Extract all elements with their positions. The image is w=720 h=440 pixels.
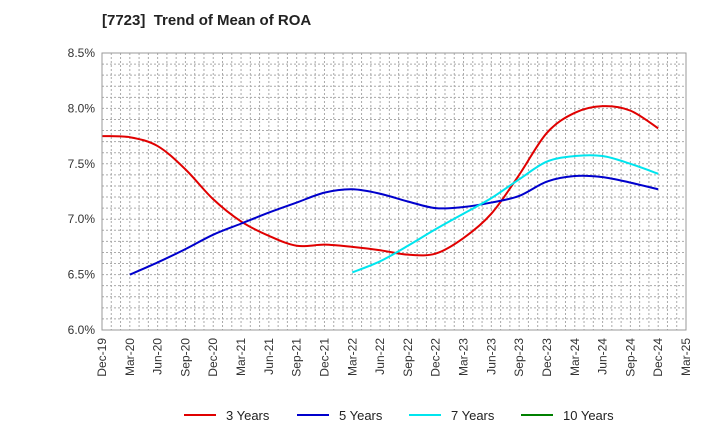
legend-label-3-years: 3 Years bbox=[226, 407, 270, 423]
y-tick-label: 7.0% bbox=[68, 212, 96, 226]
x-tick-label: Sep-23 bbox=[512, 338, 526, 377]
x-tick-label: Sep-21 bbox=[290, 338, 304, 377]
x-tick-label: Jun-20 bbox=[151, 338, 165, 375]
x-tick-label: Dec-19 bbox=[95, 338, 109, 377]
line-chart: 6.0% 6.5% 7.0% 7.5% 8.0% 8.5% Dec-19 Mar-20 Jun-… bbox=[68, 46, 693, 377]
legend-label-10-years: 10 Years bbox=[563, 407, 614, 423]
y-tick-label: 7.5% bbox=[68, 157, 96, 171]
x-tick-label: Jun-23 bbox=[484, 338, 498, 375]
x-tick-label: Dec-20 bbox=[206, 338, 220, 377]
x-tick-label: Dec-24 bbox=[651, 338, 665, 377]
series-group bbox=[101, 105, 659, 276]
legend-item-3-years: 3 Years bbox=[184, 404, 269, 426]
legend-item-10-years: 10 Years bbox=[521, 404, 614, 426]
x-tick-label: Mar-25 bbox=[679, 338, 693, 376]
legend-item-7-years: 7 Years bbox=[409, 404, 494, 426]
y-tick-label: 6.5% bbox=[68, 268, 96, 282]
legend-item-5-years: 5 Years bbox=[297, 404, 382, 426]
x-tick-label: Jun-22 bbox=[373, 338, 387, 375]
x-tick-label: Mar-24 bbox=[568, 338, 582, 376]
x-tick-label: Mar-23 bbox=[457, 338, 471, 376]
x-tick-label: Dec-22 bbox=[429, 338, 443, 377]
y-tick-label: 8.5% bbox=[68, 46, 96, 60]
legend-label-5-years: 5 Years bbox=[339, 407, 383, 423]
plot-area bbox=[101, 52, 687, 331]
x-tick-label: Mar-21 bbox=[234, 338, 248, 376]
axes: 6.0% 6.5% 7.0% 7.5% 8.0% 8.5% Dec-19 Mar-20 Jun-… bbox=[68, 46, 693, 377]
legend-label-7-years: 7 Years bbox=[451, 407, 495, 423]
series-line-3-years bbox=[101, 105, 659, 257]
x-tick-label: Dec-23 bbox=[540, 338, 554, 377]
x-tick-label: Jun-21 bbox=[262, 338, 276, 375]
x-tick-label: Sep-22 bbox=[401, 338, 415, 377]
legend-swatch-10-years bbox=[521, 414, 553, 416]
legend: 3 Years 5 Years 7 Years 10 Years bbox=[0, 404, 720, 426]
legend-swatch-5-years bbox=[297, 414, 329, 416]
x-tick-label: Jun-24 bbox=[596, 338, 610, 375]
x-tick-label: Sep-24 bbox=[623, 338, 637, 377]
grid bbox=[102, 53, 686, 330]
chart-title: [7723] Trend of Mean of ROA bbox=[102, 12, 312, 29]
series-line-5-years bbox=[129, 174, 659, 276]
legend-swatch-3-years bbox=[184, 414, 216, 416]
x-tick-label: Mar-22 bbox=[345, 338, 359, 376]
x-tick-label: Sep-20 bbox=[178, 338, 192, 377]
legend-swatch-7-years bbox=[409, 414, 441, 416]
y-tick-label: 8.0% bbox=[68, 101, 96, 115]
series-line-7-years bbox=[351, 154, 659, 274]
x-tick-label: Mar-20 bbox=[123, 338, 137, 376]
y-tick-label: 6.0% bbox=[68, 323, 96, 337]
x-tick-label: Dec-21 bbox=[317, 338, 331, 377]
